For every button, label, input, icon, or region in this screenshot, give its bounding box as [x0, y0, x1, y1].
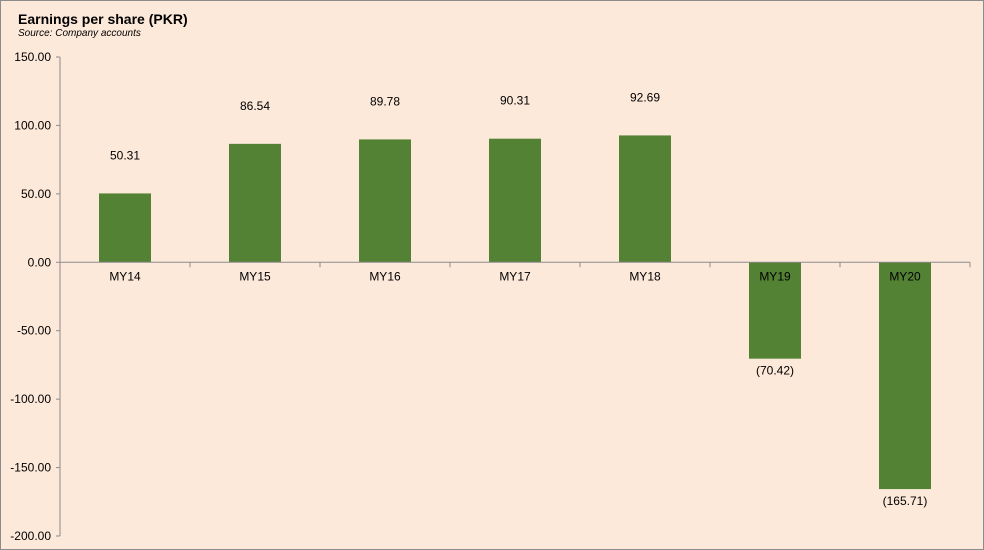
bar-my17 [489, 138, 541, 263]
x-tick-label: MY14 [109, 269, 141, 283]
y-tick-label: -50.00 [17, 324, 51, 338]
x-tick-label: MY16 [369, 269, 401, 283]
bars [99, 135, 931, 490]
bar-my18 [619, 135, 671, 263]
data-label: (70.42) [756, 364, 794, 378]
y-tick-label: -200.00 [10, 529, 51, 543]
data-label: 90.31 [500, 94, 530, 108]
x-tick-label: MY19 [759, 269, 791, 283]
y-tick-label: 50.00 [21, 187, 51, 201]
bar-my19 [749, 262, 801, 359]
y-tick-label: -150.00 [10, 461, 51, 475]
data-label: 50.31 [110, 148, 140, 162]
bar-my20 [879, 262, 931, 490]
y-tick-label: 100.00 [14, 118, 51, 132]
x-tick-label: MY17 [499, 269, 531, 283]
x-axis: MY14 MY15 MY16 MY17 MY18 MY19 MY20 [59, 261, 971, 283]
y-axis: 150.00 100.00 50.00 0.00 -50.00 -100.00 -150.0… [10, 50, 61, 543]
data-labels: 50.31 86.54 89.78 90.31 92.69 (70.42) (165.71) [110, 90, 927, 508]
y-tick-label: -100.00 [10, 392, 51, 406]
x-tick-label: MY20 [889, 269, 921, 283]
x-tick-label: MY18 [629, 269, 661, 283]
data-label: 86.54 [240, 99, 270, 113]
bar-my14 [99, 193, 151, 263]
chart-subtitle: Source: Company accounts [18, 28, 141, 39]
x-tick-label: MY15 [239, 269, 271, 283]
data-label: (165.71) [883, 494, 928, 508]
bar-my16 [359, 139, 411, 263]
bar-my15 [229, 143, 281, 263]
y-tick-label: 150.00 [14, 50, 51, 64]
y-tick-label: 0.00 [28, 255, 52, 269]
data-label: 89.78 [370, 94, 400, 108]
chart-title: Earnings per share (PKR) [18, 11, 188, 27]
data-label: 92.69 [630, 90, 660, 104]
